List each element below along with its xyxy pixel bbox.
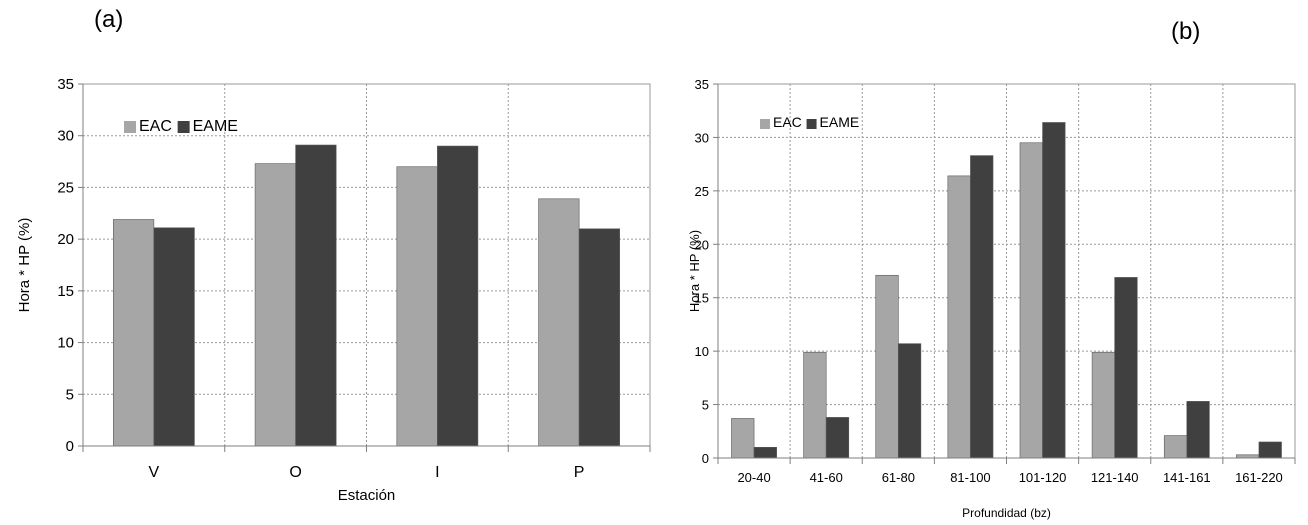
y-tick-label: 5	[702, 398, 709, 413]
chart-estacion: 0 5 10 15 20 25 30 35 V O I P EAC EAME Estación Hora * …	[16, 76, 651, 504]
x-axis-title: Profundidad (bz)	[962, 506, 1051, 520]
x-tick-label: V	[149, 464, 160, 481]
y-tick-label: 20	[695, 237, 709, 252]
x-tick-label: 81-100	[950, 470, 990, 485]
legend-label-eac: EAC	[139, 118, 172, 135]
x-axis-title: Estación	[338, 487, 396, 504]
bar-eac	[947, 175, 971, 459]
legend-swatch-eame	[177, 121, 190, 133]
y-tick-label: 30	[695, 130, 709, 145]
x-tick-label: I	[435, 464, 439, 481]
x-tick-label: 161-220	[1235, 470, 1283, 485]
bar-eac	[1091, 351, 1115, 459]
bar-eac	[731, 418, 755, 459]
y-tick-label: 15	[695, 291, 709, 306]
x-tick-label: 141-161	[1163, 470, 1211, 485]
y-axis-title: Hora * HP (%)	[16, 218, 33, 313]
bar-eac	[875, 274, 899, 459]
bar-eac	[113, 219, 155, 447]
y-tick-label: 35	[695, 77, 709, 92]
y-tick-label: 25	[57, 179, 74, 196]
bar-eame	[1114, 277, 1138, 459]
y-tick-label: 0	[66, 438, 74, 455]
y-tick-label: 0	[702, 451, 709, 466]
legend-swatch-eac	[760, 119, 770, 129]
bar-eame	[753, 447, 777, 459]
x-tick-label: 121-140	[1091, 470, 1139, 485]
x-tick-label: P	[574, 464, 585, 481]
bar-eac	[396, 166, 438, 447]
bar-eame	[1042, 122, 1066, 459]
bar-eac	[538, 198, 580, 447]
x-tick-label: O	[289, 464, 301, 481]
bar-eame	[578, 228, 620, 447]
bar-eac	[254, 163, 296, 447]
bar-eac	[803, 351, 827, 459]
x-tick-label: 41-60	[810, 470, 843, 485]
bar-eame	[898, 343, 922, 459]
legend-swatch-eame	[806, 119, 817, 129]
y-tick-label: 30	[57, 128, 74, 145]
y-tick-label: 20	[57, 231, 74, 248]
y-tick-label: 10	[57, 335, 74, 352]
y-tick-label: 5	[66, 386, 74, 403]
legend-label-eame: EAME	[820, 114, 860, 130]
bar-eac	[1019, 142, 1043, 459]
panel-label-b: (b)	[1171, 18, 1201, 45]
y-tick-label: 15	[57, 283, 74, 300]
y-tick-label: 10	[695, 344, 709, 359]
bar-eame	[1186, 401, 1210, 459]
x-tick-label: 101-120	[1019, 470, 1067, 485]
y-tick-label: 35	[57, 76, 74, 93]
x-tick-label: 20-40	[737, 470, 770, 485]
bar-eame	[825, 417, 850, 459]
bar-eac	[1163, 435, 1188, 459]
legend-label-eac: EAC	[773, 114, 802, 130]
x-tick-label: 61-80	[882, 470, 915, 485]
bar-eame	[295, 144, 337, 447]
bar-eame	[970, 155, 994, 459]
y-tick-label: 25	[695, 184, 709, 199]
legend-swatch-eac	[124, 121, 136, 133]
bar-eame	[1258, 441, 1282, 459]
legend-label-eame: EAME	[193, 118, 238, 135]
bar-eame	[437, 145, 479, 447]
panel-label-a: (a)	[94, 6, 124, 33]
y-axis-title: Hora * HP (%)	[687, 230, 702, 312]
